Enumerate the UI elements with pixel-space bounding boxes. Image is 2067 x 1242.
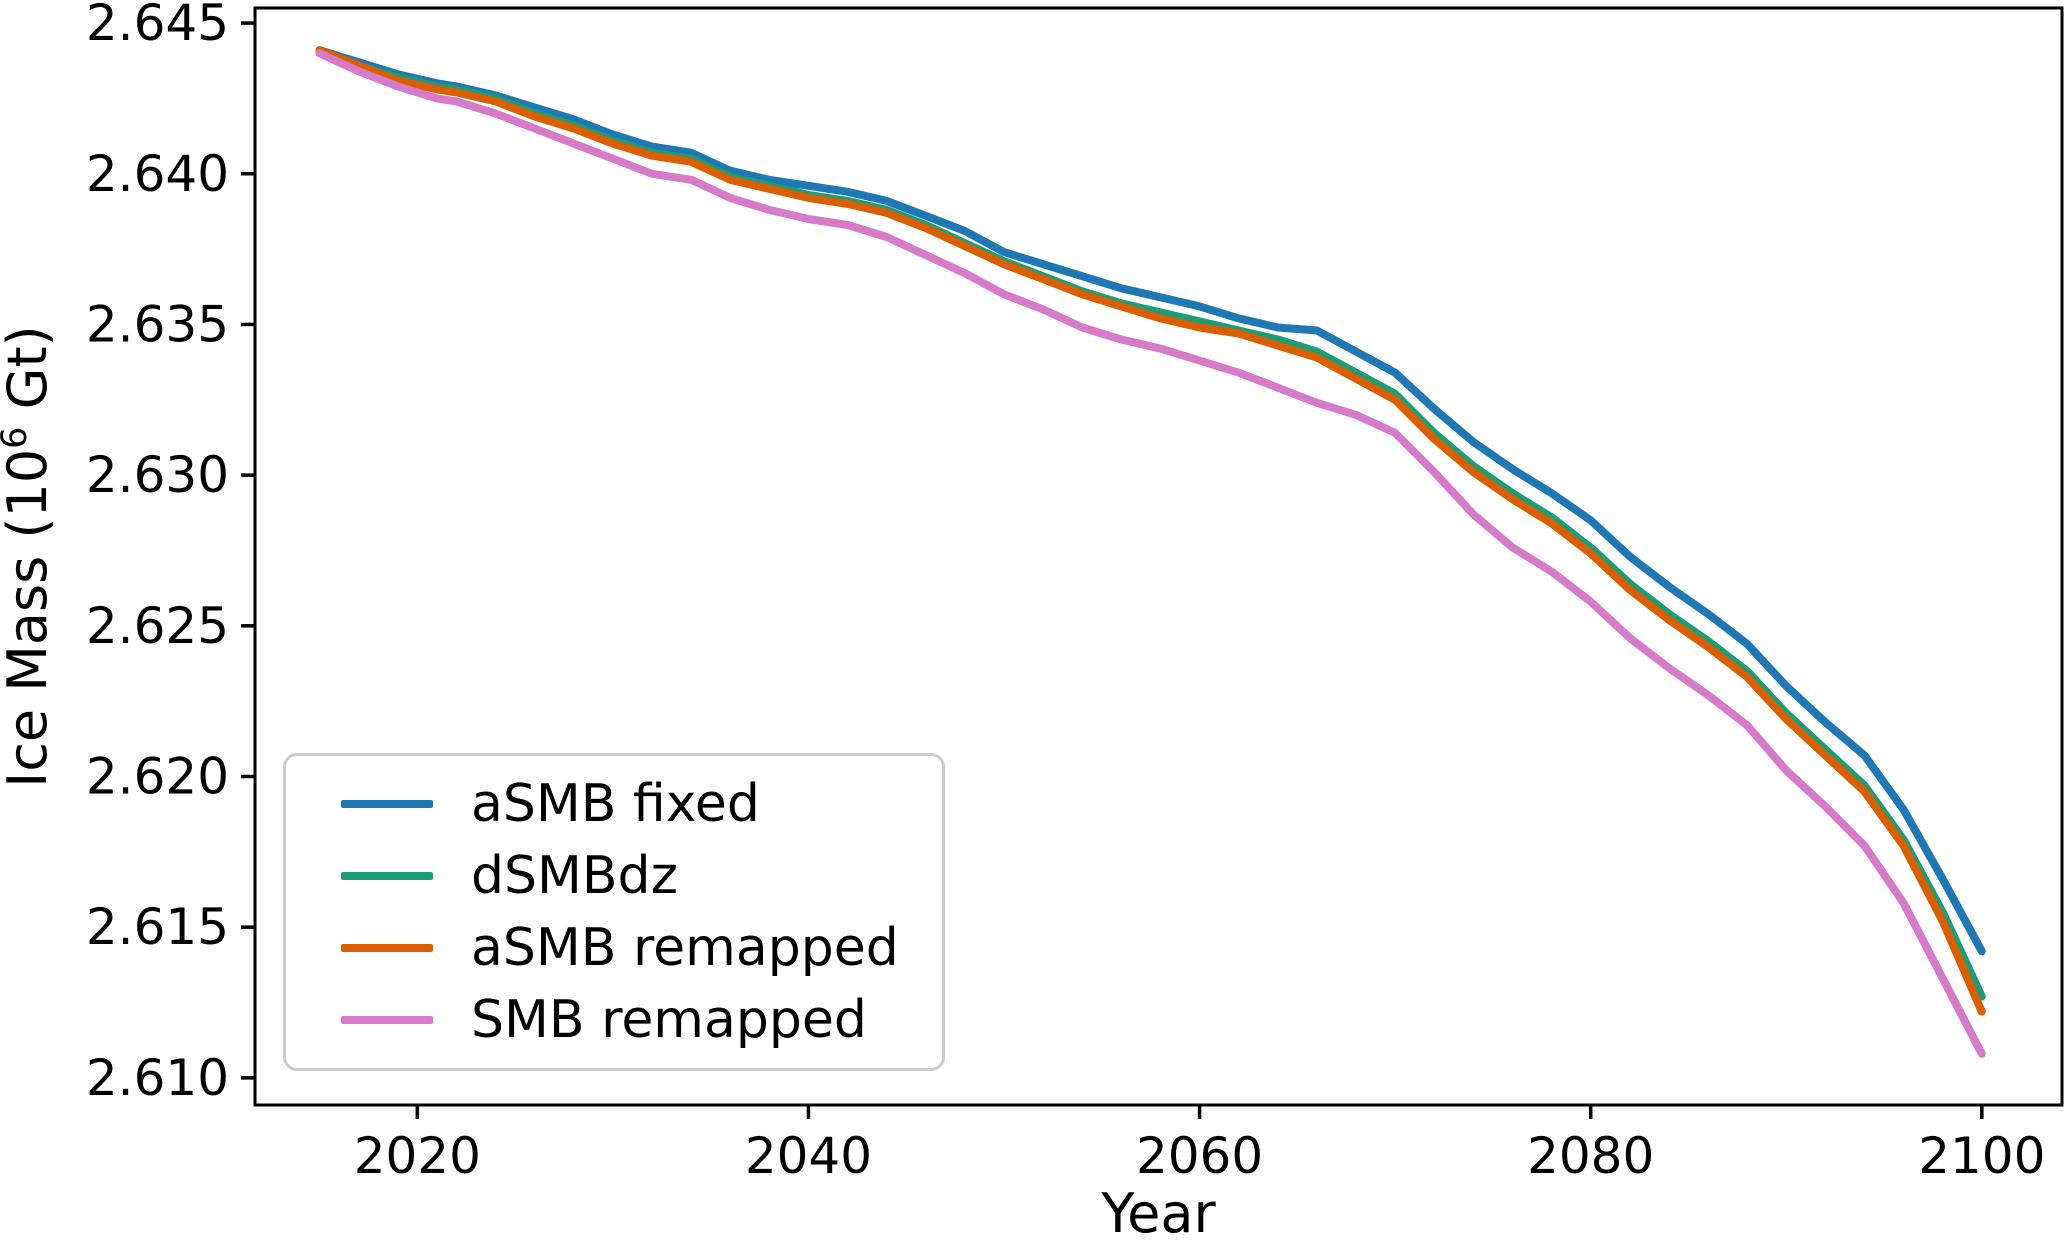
legend-label: aSMB remapped <box>471 918 899 978</box>
legend-label: SMB remapped <box>471 990 867 1050</box>
legend-label: aSMB fixed <box>471 774 760 834</box>
legend-item: dSMBdz <box>341 841 922 911</box>
x-tick-label: 2040 <box>745 1127 872 1185</box>
legend-item: aSMB fixed <box>341 769 922 839</box>
legend-line-swatch <box>341 944 433 952</box>
legend: aSMB fixed dSMBdz aSMB remapped SMB rema… <box>283 753 945 1071</box>
series-line-smb-remapped <box>315 49 1986 1058</box>
y-axis-label: Ice Mass (106 Gt) <box>0 325 59 787</box>
y-tick-label: 2.645 <box>86 0 229 52</box>
x-tick-label: 2080 <box>1527 1127 1654 1185</box>
y-tick-label: 2.630 <box>86 446 229 504</box>
legend-item: aSMB remapped <box>341 913 922 983</box>
legend-line-swatch <box>341 872 433 880</box>
legend-line-swatch <box>341 1016 433 1024</box>
series-line-asmb-remapped <box>315 46 1986 1016</box>
y-tick-label: 2.640 <box>86 145 229 203</box>
legend-item: SMB remapped <box>341 985 922 1055</box>
x-tick-label: 2020 <box>354 1127 481 1185</box>
legend-label: dSMBdz <box>471 846 678 906</box>
y-tick-label: 2.635 <box>86 295 229 353</box>
legend-line-swatch <box>341 800 433 808</box>
x-axis-label: Year <box>1100 1182 1216 1242</box>
series-line-asmb-fixed <box>315 46 1986 956</box>
x-tick-label: 2060 <box>1136 1127 1263 1185</box>
x-tick-label: 2100 <box>1918 1127 2045 1185</box>
y-tick-label: 2.620 <box>86 748 229 806</box>
y-tick-label: 2.610 <box>86 1049 229 1107</box>
y-tick-label: 2.625 <box>86 597 229 655</box>
y-tick-label: 2.615 <box>86 898 229 956</box>
